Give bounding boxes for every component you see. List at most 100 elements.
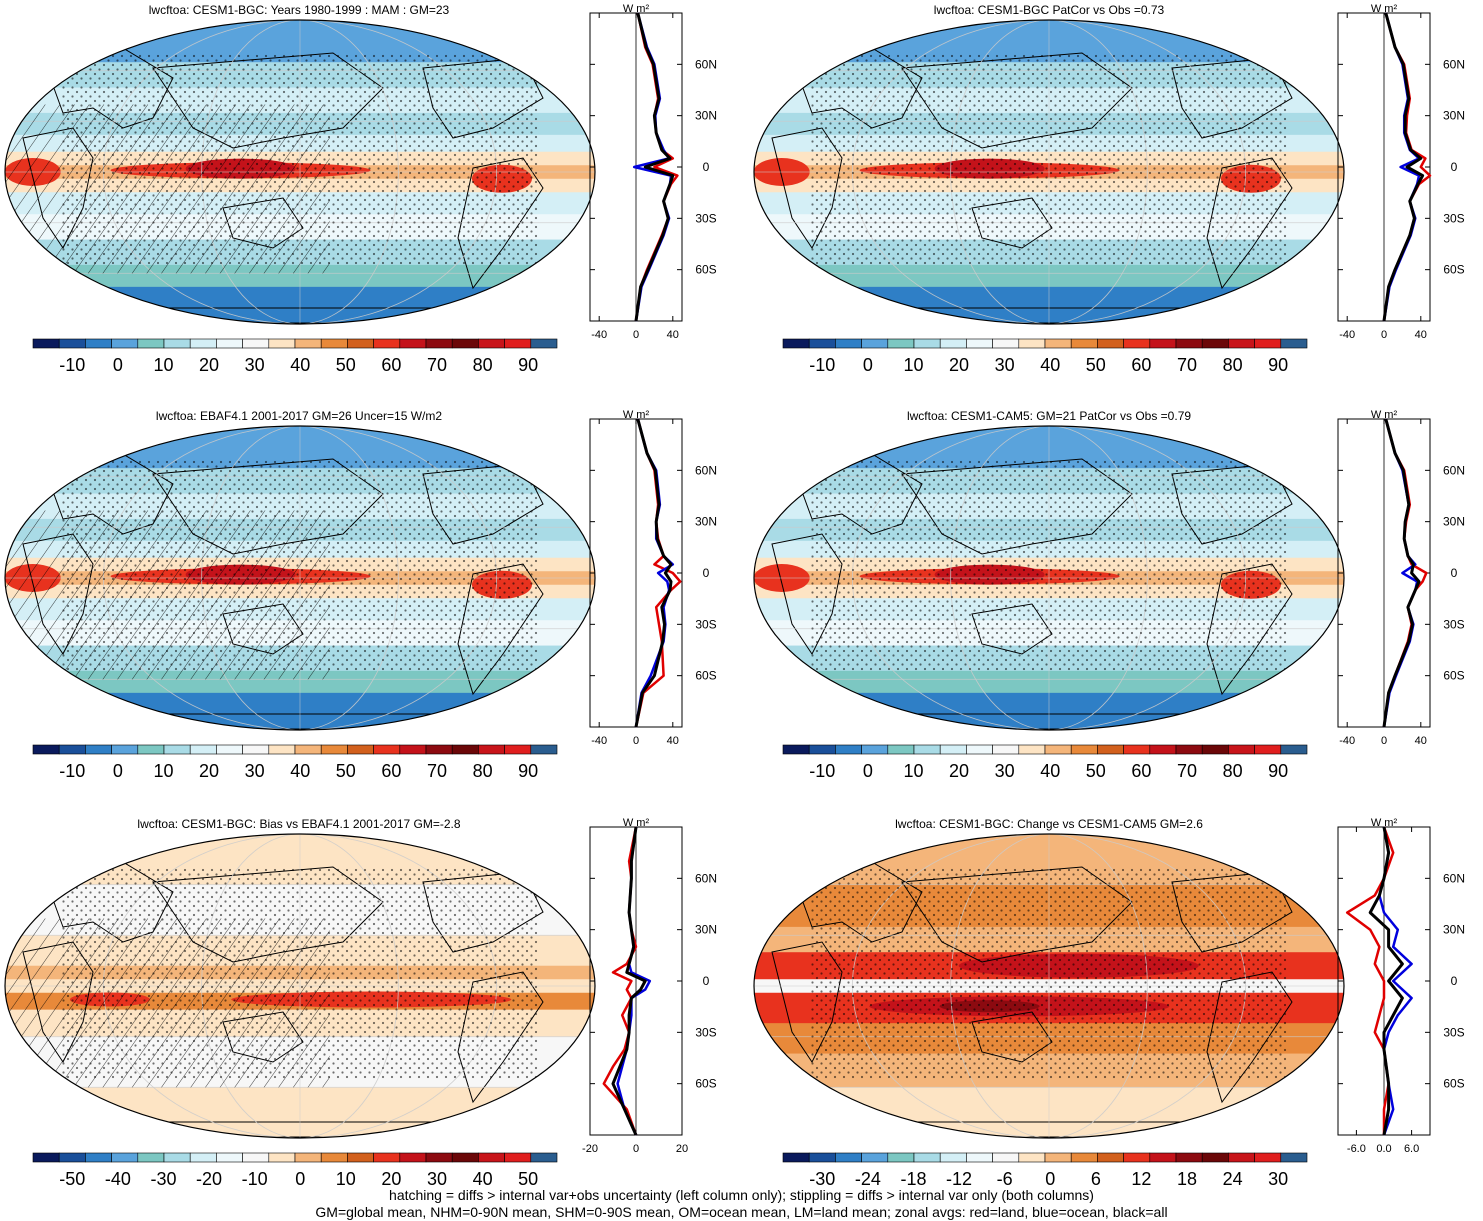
colorbar-bin xyxy=(320,744,348,755)
colorbar-bin xyxy=(504,338,532,349)
colorbar-bin xyxy=(913,744,941,755)
colorbar-bin xyxy=(1070,338,1098,349)
colorbar-bin xyxy=(242,1152,270,1163)
colorbar-bin xyxy=(1280,338,1308,349)
colorbar-bin xyxy=(58,1152,86,1163)
map-title: lwcftoa: CESM1-CAM5: GM=21 PatCor vs Obs… xyxy=(906,409,1192,423)
colorbar-bin xyxy=(320,338,348,349)
map-border xyxy=(4,425,596,731)
zonal-lat-label: 30S xyxy=(1443,1025,1464,1039)
colorbar-bin xyxy=(782,1152,810,1163)
colorbar-tick-label: -12 xyxy=(946,1169,972,1189)
colorbar-bin xyxy=(861,1152,889,1163)
colorbar-bin xyxy=(1123,338,1151,349)
colorbar-tick-label: 50 xyxy=(336,355,356,375)
colorbar-bin xyxy=(425,338,453,349)
colorbar-tick-label: 80 xyxy=(1223,761,1243,781)
colorbar-tick-label: 30 xyxy=(245,355,265,375)
colorbar-tick-label: 80 xyxy=(1223,355,1243,375)
colorbar-bin xyxy=(530,1152,558,1163)
colorbar-tick-label: 30 xyxy=(427,1169,447,1189)
colorbar-bin xyxy=(1070,1152,1098,1163)
colorbar-tick-label: 30 xyxy=(245,761,265,781)
zonal-x-tick-label: -40 xyxy=(1339,329,1355,341)
colorbar-tick-label: 10 xyxy=(153,761,173,781)
colorbar-bin xyxy=(504,1152,532,1163)
zonal-x-tick-label: -20 xyxy=(582,1143,598,1155)
zonal-x-tick-label: 40 xyxy=(667,329,679,341)
colorbar-tick-label: 12 xyxy=(1131,1169,1151,1189)
colorbar-bin xyxy=(216,744,243,755)
zonal-mean-plot: W m² 60N 30N 0 30S 60S -20 0 20 xyxy=(582,817,717,1155)
colorbar-bin xyxy=(347,744,374,755)
colorbar-bin xyxy=(1149,338,1177,349)
colorbar: -50 -40 -30 -20 -10 0 10 20 30 40 50 xyxy=(32,1152,558,1189)
colorbar-bin xyxy=(32,338,60,349)
colorbar-bin xyxy=(137,338,165,349)
colorbar-bin xyxy=(478,338,505,349)
colorbar-bin xyxy=(1201,338,1229,349)
colorbar-bin xyxy=(111,338,139,349)
colorbar-tick-label: 70 xyxy=(427,355,447,375)
colorbar-bin xyxy=(887,1152,915,1163)
colorbar-bin xyxy=(861,338,889,349)
colorbar-bin xyxy=(189,1152,217,1163)
colorbar-tick-label: 10 xyxy=(903,355,923,375)
colorbar-bin xyxy=(992,1152,1020,1163)
colorbar-bin xyxy=(58,744,86,755)
colorbar-tick-label: 30 xyxy=(995,761,1015,781)
colorbar-bin xyxy=(1254,338,1282,349)
colorbar-bin xyxy=(294,338,322,349)
map-plot xyxy=(4,425,596,731)
colorbar-tick-label: 40 xyxy=(1040,761,1060,781)
colorbar-bin xyxy=(242,338,270,349)
zonal-series-all xyxy=(1382,12,1425,322)
colorbar-tick-label: 80 xyxy=(473,761,493,781)
zonal-unit-label: W m² xyxy=(623,817,650,829)
zonal-unit-label: W m² xyxy=(623,3,650,15)
colorbar-bin xyxy=(399,1152,427,1163)
zonal-x-tick-label: 0.0 xyxy=(1376,1143,1391,1155)
colorbar-bin xyxy=(1044,744,1072,755)
zonal-x-tick-label: 40 xyxy=(667,735,679,747)
zonal-lat-label: 30S xyxy=(1443,211,1464,225)
colorbar-tick-label: 0 xyxy=(113,355,123,375)
zonal-lat-label: 60N xyxy=(695,57,717,71)
zonal-lat-label: 30S xyxy=(695,617,716,631)
colorbar-tick-label: -24 xyxy=(855,1169,881,1189)
colorbar-bin xyxy=(373,744,401,755)
zonal-x-tick-label: 20 xyxy=(676,1143,688,1155)
colorbar-bin xyxy=(189,338,217,349)
colorbar-bin xyxy=(85,1152,112,1163)
zonal-lat-label: 30N xyxy=(695,109,717,123)
colorbar-tick-label: 40 xyxy=(1040,355,1060,375)
colorbar-bin xyxy=(1070,744,1098,755)
colorbar-bin xyxy=(887,338,915,349)
colorbar-tick-label: -40 xyxy=(105,1169,131,1189)
stipple-region xyxy=(62,53,538,265)
colorbar-bin xyxy=(294,744,322,755)
colorbar-bin xyxy=(111,744,139,755)
colorbar-tick-label: -6 xyxy=(997,1169,1013,1189)
colorbar-bin xyxy=(347,1152,374,1163)
colorbar-bin xyxy=(451,1152,479,1163)
colorbar-bin xyxy=(111,1152,139,1163)
map-border xyxy=(753,19,1345,325)
colorbar-bin xyxy=(1280,744,1308,755)
colorbar-bin xyxy=(242,744,270,755)
colorbar-bin xyxy=(85,338,112,349)
colorbar-bin xyxy=(425,1152,453,1163)
colorbar-bin xyxy=(808,744,836,755)
colorbar-tick-label: 50 xyxy=(1086,355,1106,375)
colorbar-bin xyxy=(32,1152,60,1163)
colorbar-bin xyxy=(1175,744,1203,755)
colorbar-bin xyxy=(268,1152,296,1163)
zonal-lat-label: 30N xyxy=(1443,109,1465,123)
colorbar-tick-label: 0 xyxy=(295,1169,305,1189)
zonal-lat-label: 30S xyxy=(1443,617,1464,631)
colorbar-bin xyxy=(1018,338,1046,349)
colorbar-tick-label: -10 xyxy=(242,1169,268,1189)
colorbar-bin xyxy=(835,744,862,755)
zonal-mean-plot: W m² 60N 30N 0 30S 60S -40 0 40 xyxy=(1337,409,1465,747)
map-field xyxy=(5,426,595,730)
